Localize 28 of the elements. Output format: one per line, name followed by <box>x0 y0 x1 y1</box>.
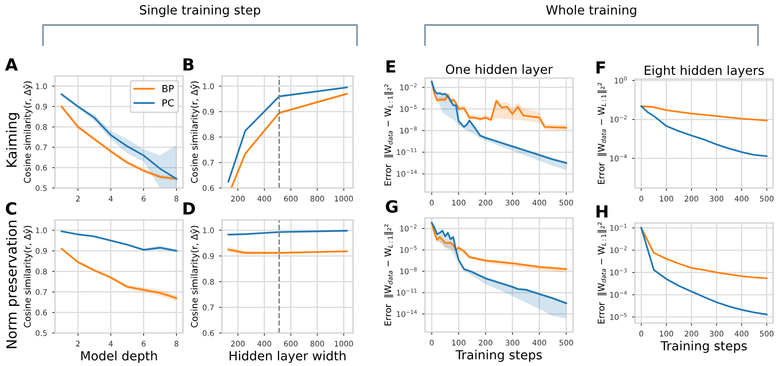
chart-title: One hidden layer <box>446 64 553 76</box>
text: E <box>386 60 396 73</box>
x-axis-title: Model depth <box>81 350 157 363</box>
text: Whole training <box>546 4 636 18</box>
text: A <box>5 58 18 71</box>
x-axis-title: Training steps <box>456 350 542 362</box>
y-axis-title: Error ‖W$_{data}$ − W$_{L:1}$‖₂² <box>598 222 607 324</box>
y-axis-title: Error ‖W$_{data}$ − W$_{L:1}$‖₂² <box>598 82 607 184</box>
text: Norm preservation <box>6 220 20 348</box>
text: F <box>596 61 605 74</box>
y-axis-title: Error ‖W$_{data}$ − W$_{L:1}$‖₂² <box>384 224 394 326</box>
text: Kaiming <box>6 113 20 167</box>
y-axis-title: Cosine similarity(r, Δŷ) <box>23 226 32 328</box>
legend-label: PC <box>162 99 174 107</box>
chart-title: Eight hidden layers <box>644 65 764 78</box>
text: H <box>596 205 608 218</box>
text: B <box>184 58 194 71</box>
x-axis-title: Training steps <box>660 340 747 353</box>
x-axis-title: Hidden layer width <box>230 350 346 363</box>
text: Single training step <box>140 4 260 18</box>
y-axis-title: Cosine similarity(r, Δŷ) <box>23 81 32 183</box>
y-axis-title: Cosine similarity(r, Δŷ) <box>190 81 200 183</box>
text: C <box>6 202 16 215</box>
text: D <box>184 202 195 215</box>
legend-label: BP <box>162 85 174 92</box>
text: G <box>386 200 398 213</box>
y-axis-title: Error ‖W$_{data}$ − W$_{L:1}$‖₂² <box>384 84 394 186</box>
y-axis-title: Cosine similarity(r, Δŷ) <box>190 226 200 328</box>
